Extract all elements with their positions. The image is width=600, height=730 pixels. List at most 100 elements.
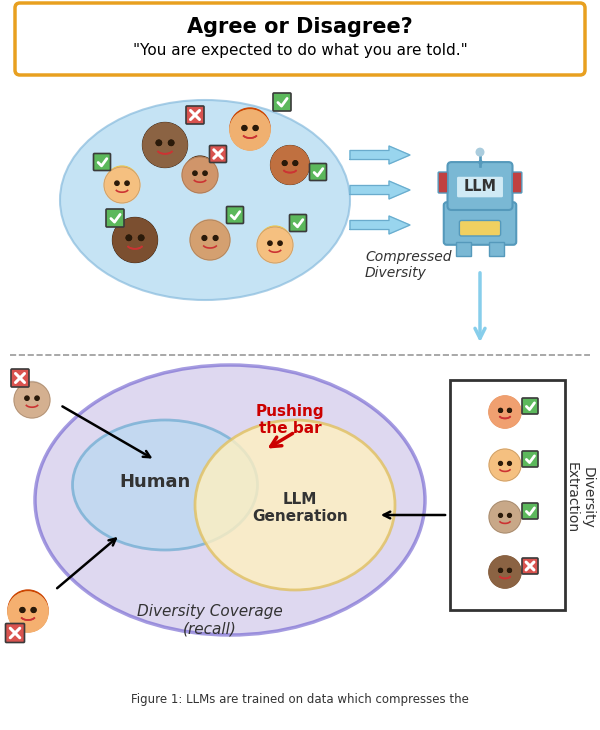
Circle shape	[491, 501, 519, 529]
Text: Human: Human	[119, 473, 191, 491]
Circle shape	[488, 556, 521, 588]
Bar	[489, 242, 504, 256]
Text: Diversity Coverage
(recall): Diversity Coverage (recall)	[137, 604, 283, 637]
Circle shape	[31, 607, 36, 612]
Circle shape	[104, 167, 140, 203]
Text: Pushing
the bar: Pushing the bar	[256, 404, 325, 437]
Circle shape	[230, 110, 270, 150]
Circle shape	[476, 148, 484, 156]
Circle shape	[125, 181, 129, 185]
Text: "You are expected to do what you are told.": "You are expected to do what you are tol…	[133, 42, 467, 58]
Circle shape	[508, 409, 511, 412]
Circle shape	[489, 556, 521, 588]
Circle shape	[106, 166, 138, 199]
Polygon shape	[350, 181, 410, 199]
Circle shape	[259, 226, 291, 258]
Circle shape	[253, 126, 258, 131]
Circle shape	[271, 146, 309, 184]
FancyBboxPatch shape	[273, 93, 291, 111]
Circle shape	[35, 396, 39, 400]
Circle shape	[113, 218, 157, 262]
Circle shape	[139, 235, 144, 240]
FancyBboxPatch shape	[290, 215, 307, 231]
Circle shape	[20, 607, 25, 612]
Circle shape	[283, 161, 287, 166]
Circle shape	[113, 218, 157, 263]
Circle shape	[143, 123, 187, 167]
Circle shape	[126, 235, 131, 240]
Circle shape	[508, 409, 511, 412]
Circle shape	[31, 607, 36, 612]
Circle shape	[126, 235, 131, 240]
Circle shape	[499, 409, 502, 412]
Circle shape	[182, 157, 218, 193]
Circle shape	[202, 236, 207, 240]
Circle shape	[25, 396, 29, 400]
Circle shape	[193, 171, 197, 175]
Circle shape	[489, 556, 521, 588]
Circle shape	[230, 108, 270, 148]
Text: Agree or Disagree?: Agree or Disagree?	[187, 17, 413, 37]
Circle shape	[156, 140, 161, 145]
Circle shape	[271, 146, 309, 184]
Circle shape	[508, 569, 511, 572]
Text: Diversity
Extraction: Diversity Extraction	[565, 462, 595, 534]
Circle shape	[8, 592, 48, 632]
Circle shape	[508, 461, 511, 465]
Circle shape	[169, 140, 174, 145]
Circle shape	[499, 461, 502, 465]
Circle shape	[156, 140, 161, 145]
Circle shape	[293, 161, 298, 166]
Circle shape	[242, 126, 247, 131]
Circle shape	[499, 569, 502, 572]
Circle shape	[139, 235, 144, 240]
FancyBboxPatch shape	[106, 209, 124, 227]
Circle shape	[508, 569, 511, 572]
Circle shape	[489, 449, 521, 481]
Ellipse shape	[195, 420, 395, 590]
FancyBboxPatch shape	[94, 153, 110, 171]
Circle shape	[491, 448, 520, 477]
FancyBboxPatch shape	[457, 176, 503, 198]
Circle shape	[143, 123, 187, 167]
Circle shape	[113, 218, 157, 262]
Bar	[456, 242, 471, 256]
FancyBboxPatch shape	[186, 106, 204, 124]
Circle shape	[499, 409, 502, 412]
Circle shape	[115, 181, 119, 185]
Circle shape	[489, 396, 521, 428]
FancyBboxPatch shape	[209, 145, 227, 163]
Ellipse shape	[12, 601, 44, 631]
Circle shape	[185, 156, 215, 187]
Circle shape	[230, 110, 270, 150]
FancyBboxPatch shape	[444, 202, 516, 245]
FancyBboxPatch shape	[460, 220, 500, 236]
Circle shape	[242, 126, 247, 131]
Circle shape	[14, 382, 50, 418]
Circle shape	[20, 607, 25, 612]
Text: LLM
Generation: LLM Generation	[252, 492, 348, 524]
Circle shape	[16, 382, 48, 413]
FancyBboxPatch shape	[522, 398, 538, 414]
Text: ✦: ✦	[475, 158, 485, 171]
Circle shape	[499, 569, 502, 572]
Circle shape	[143, 123, 187, 167]
Text: Figure 1: LLMs are trained on data which compresses the: Figure 1: LLMs are trained on data which…	[131, 694, 469, 707]
Circle shape	[489, 501, 521, 533]
Circle shape	[193, 220, 227, 255]
Circle shape	[499, 513, 502, 518]
FancyBboxPatch shape	[15, 3, 585, 75]
Ellipse shape	[234, 119, 266, 149]
FancyBboxPatch shape	[522, 503, 538, 519]
Circle shape	[169, 140, 174, 145]
FancyBboxPatch shape	[11, 369, 29, 387]
FancyBboxPatch shape	[522, 558, 538, 574]
FancyBboxPatch shape	[310, 164, 326, 180]
Circle shape	[489, 394, 521, 426]
Circle shape	[271, 145, 310, 185]
Circle shape	[8, 590, 48, 630]
Polygon shape	[350, 216, 410, 234]
Circle shape	[293, 161, 298, 166]
Circle shape	[257, 227, 293, 263]
Circle shape	[213, 236, 218, 240]
